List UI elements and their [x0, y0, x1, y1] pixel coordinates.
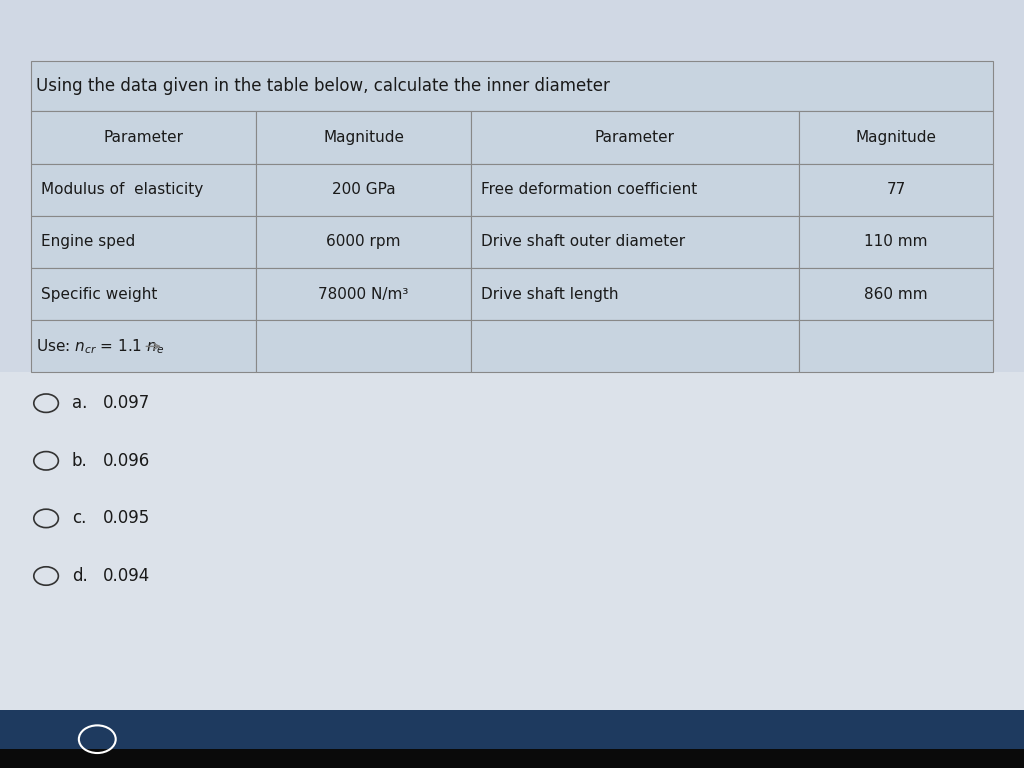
Bar [256, 164, 471, 216]
Text: 860 mm: 860 mm [864, 286, 928, 302]
Bar [256, 216, 471, 268]
Bar [31, 320, 256, 372]
Text: Parameter: Parameter [595, 130, 675, 145]
Text: d.: d. [72, 567, 87, 585]
Text: 200 GPa: 200 GPa [332, 182, 395, 197]
Text: 78000 N/m³: 78000 N/m³ [318, 286, 409, 302]
Text: Using the data given in the table below, calculate the inner diameter: Using the data given in the table below,… [36, 78, 609, 95]
Bar [31, 111, 256, 164]
Bar [31, 164, 256, 216]
Bar [471, 216, 799, 268]
Bar [471, 164, 799, 216]
Text: Specific weight: Specific weight [41, 286, 158, 302]
Text: Free deformation coefficient: Free deformation coefficient [481, 182, 697, 197]
Text: Modulus of  elasticity: Modulus of elasticity [41, 182, 203, 197]
Text: c.: c. [72, 509, 86, 528]
Text: 0.095: 0.095 [102, 509, 150, 528]
Text: Use: $n_{cr}$ = 1.1 $n_e$: Use: $n_{cr}$ = 1.1 $n_e$ [36, 337, 164, 356]
Text: 0.094: 0.094 [102, 567, 150, 585]
Bar [0, 710, 1024, 768]
Bar [799, 164, 993, 216]
Bar [471, 111, 799, 164]
Text: Magnitude: Magnitude [855, 130, 937, 145]
Text: Engine sped: Engine sped [41, 234, 135, 250]
Bar [471, 268, 799, 320]
Text: b.: b. [72, 452, 87, 470]
Text: 77: 77 [887, 182, 905, 197]
Text: 6000 rpm: 6000 rpm [327, 234, 400, 250]
Text: Magnitude: Magnitude [323, 130, 404, 145]
Text: a.: a. [72, 394, 87, 412]
Bar [799, 268, 993, 320]
Text: 110 mm: 110 mm [864, 234, 928, 250]
Bar [799, 320, 993, 372]
Bar [799, 216, 993, 268]
Text: Drive shaft length: Drive shaft length [481, 286, 618, 302]
Bar [31, 61, 993, 111]
Bar [471, 320, 799, 372]
Text: Drive shaft outer diameter: Drive shaft outer diameter [481, 234, 685, 250]
Bar [256, 268, 471, 320]
Text: 0.096: 0.096 [102, 452, 150, 470]
Bar [256, 111, 471, 164]
Bar [799, 111, 993, 164]
Bar [256, 320, 471, 372]
Bar [0, 372, 1024, 768]
Text: Parameter: Parameter [103, 130, 183, 145]
Bar [0, 749, 1024, 768]
Bar [31, 268, 256, 320]
Bar [31, 216, 256, 268]
Text: 0.097: 0.097 [102, 394, 150, 412]
